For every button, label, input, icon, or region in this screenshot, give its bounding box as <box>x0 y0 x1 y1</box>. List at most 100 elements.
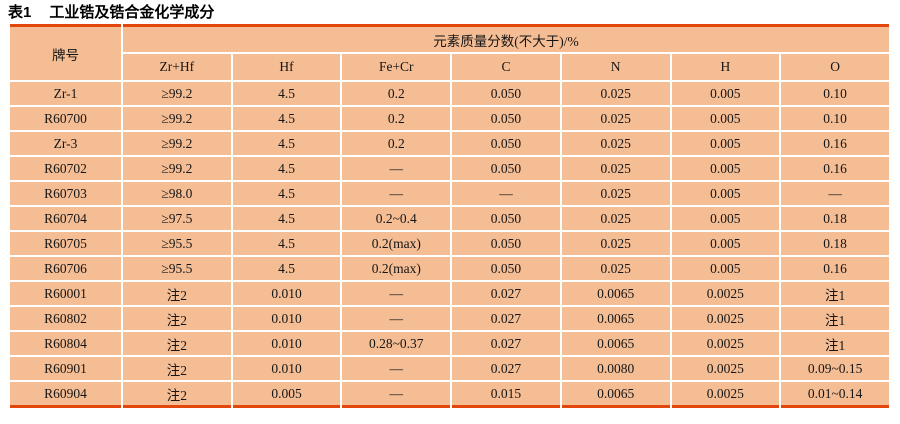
column-header-n: N <box>561 54 670 80</box>
table-row: R60704 ≥97.5 4.5 0.2~0.4 0.050 0.025 0.0… <box>10 207 889 230</box>
value-cell: 0.025 <box>561 107 670 130</box>
value-cell: 注2 <box>123 307 231 330</box>
value-cell: 0.09~0.15 <box>781 357 889 380</box>
value-cell: ≥98.0 <box>123 182 231 205</box>
grade-cell: R60804 <box>10 332 121 355</box>
table-caption-text: 工业锆及锆合金化学成分 <box>49 4 215 21</box>
grade-cell: Zr-3 <box>10 132 121 155</box>
value-cell: 4.5 <box>232 107 341 130</box>
header-group-row: 牌号 元素质量分数(不大于)/% <box>10 24 889 80</box>
value-cell: 0.0025 <box>671 307 780 330</box>
grade-cell: R60901 <box>10 357 121 380</box>
value-cell: ≥99.2 <box>123 82 231 105</box>
value-cell: — <box>342 282 451 305</box>
value-cell: 0.10 <box>781 107 889 130</box>
column-header-h: H <box>671 54 780 80</box>
element-group-header: 元素质量分数(不大于)/% <box>123 24 889 52</box>
value-cell: 0.025 <box>561 257 670 280</box>
value-cell: 0.025 <box>561 207 670 230</box>
value-cell: 0.027 <box>452 282 560 305</box>
composition-table: 牌号 元素质量分数(不大于)/% Zr+Hf Hf Fe+Cr C N H O … <box>8 22 891 410</box>
value-cell: 4.5 <box>232 182 341 205</box>
value-cell: — <box>342 307 451 330</box>
value-cell: 0.16 <box>781 257 889 280</box>
value-cell: 0.025 <box>561 232 670 255</box>
value-cell: 4.5 <box>232 207 341 230</box>
value-cell: 0.0065 <box>561 332 670 355</box>
value-cell: 0.18 <box>781 207 889 230</box>
value-cell: 0.027 <box>452 332 560 355</box>
value-cell: 0.027 <box>452 307 560 330</box>
value-cell: 0.010 <box>232 332 341 355</box>
value-cell: 0.005 <box>671 182 780 205</box>
table-row: R60802 注2 0.010 — 0.027 0.0065 0.0025 注1 <box>10 307 889 330</box>
value-cell: 0.015 <box>452 382 560 408</box>
grade-cell: R60702 <box>10 157 121 180</box>
value-cell: 0.025 <box>561 182 670 205</box>
value-cell: 注2 <box>123 357 231 380</box>
value-cell: 0.0025 <box>671 382 780 408</box>
grade-cell: Zr-1 <box>10 82 121 105</box>
value-cell: 0.027 <box>452 357 560 380</box>
value-cell: ≥99.2 <box>123 157 231 180</box>
value-cell: 0.010 <box>232 307 341 330</box>
value-cell: 注1 <box>781 282 889 305</box>
value-cell: 0.0025 <box>671 357 780 380</box>
value-cell: 0.050 <box>452 132 560 155</box>
value-cell: 0.005 <box>671 232 780 255</box>
value-cell: 0.2 <box>342 107 451 130</box>
grade-cell: R60700 <box>10 107 121 130</box>
value-cell: — <box>342 157 451 180</box>
value-cell: 0.28~0.37 <box>342 332 451 355</box>
value-cell: 0.010 <box>232 357 341 380</box>
value-cell: 0.005 <box>671 132 780 155</box>
table-row: R60703 ≥98.0 4.5 — — 0.025 0.005 — <box>10 182 889 205</box>
value-cell: 0.025 <box>561 82 670 105</box>
table-row: R60001 注2 0.010 — 0.027 0.0065 0.0025 注1 <box>10 282 889 305</box>
column-header-fe-cr: Fe+Cr <box>342 54 451 80</box>
value-cell: 4.5 <box>232 157 341 180</box>
value-cell: 0.005 <box>671 82 780 105</box>
value-cell: 0.01~0.14 <box>781 382 889 408</box>
value-cell: 注2 <box>123 282 231 305</box>
value-cell: 0.2(max) <box>342 232 451 255</box>
header-symbol-row: Zr+Hf Hf Fe+Cr C N H O <box>10 54 889 80</box>
value-cell: 0.010 <box>232 282 341 305</box>
value-cell: 0.0065 <box>561 382 670 408</box>
grade-column-header: 牌号 <box>10 24 121 80</box>
value-cell: 0.005 <box>232 382 341 408</box>
column-header-zr-hf: Zr+Hf <box>123 54 231 80</box>
value-cell: ≥97.5 <box>123 207 231 230</box>
table-row: R60702 ≥99.2 4.5 — 0.050 0.025 0.005 0.1… <box>10 157 889 180</box>
value-cell: 注2 <box>123 332 231 355</box>
value-cell: ≥95.5 <box>123 232 231 255</box>
value-cell: 0.0025 <box>671 282 780 305</box>
grade-cell: R60706 <box>10 257 121 280</box>
table-caption-label: 表1 <box>8 4 32 21</box>
grade-cell: R60703 <box>10 182 121 205</box>
table-row: R60804 注2 0.010 0.28~0.37 0.027 0.0065 0… <box>10 332 889 355</box>
value-cell: 0.0065 <box>561 307 670 330</box>
value-cell: — <box>342 382 451 408</box>
column-header-hf: Hf <box>232 54 341 80</box>
grade-cell: R60705 <box>10 232 121 255</box>
table-row: R60700 ≥99.2 4.5 0.2 0.050 0.025 0.005 0… <box>10 107 889 130</box>
table-row: R60705 ≥95.5 4.5 0.2(max) 0.050 0.025 0.… <box>10 232 889 255</box>
value-cell: ≥99.2 <box>123 132 231 155</box>
value-cell: 0.050 <box>452 107 560 130</box>
grade-cell: R60001 <box>10 282 121 305</box>
value-cell: 0.025 <box>561 132 670 155</box>
value-cell: 4.5 <box>232 232 341 255</box>
value-cell: 0.025 <box>561 157 670 180</box>
value-cell: 4.5 <box>232 257 341 280</box>
value-cell: — <box>342 182 451 205</box>
value-cell: ≥95.5 <box>123 257 231 280</box>
value-cell: 0.16 <box>781 157 889 180</box>
value-cell: — <box>781 182 889 205</box>
value-cell: 注1 <box>781 307 889 330</box>
value-cell: 0.2(max) <box>342 257 451 280</box>
value-cell: 注1 <box>781 332 889 355</box>
column-header-o: O <box>781 54 889 80</box>
table-row: R60901 注2 0.010 — 0.027 0.0080 0.0025 0.… <box>10 357 889 380</box>
